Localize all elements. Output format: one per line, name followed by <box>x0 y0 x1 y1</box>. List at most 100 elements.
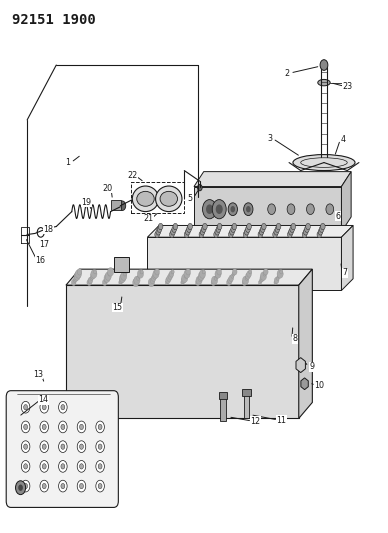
Circle shape <box>200 271 205 277</box>
Circle shape <box>262 274 265 278</box>
Circle shape <box>278 271 282 277</box>
Bar <box>219 392 227 399</box>
Circle shape <box>167 275 171 281</box>
Text: 16: 16 <box>35 256 45 264</box>
Circle shape <box>289 229 293 235</box>
Circle shape <box>244 229 249 235</box>
Circle shape <box>244 274 250 282</box>
Circle shape <box>94 270 97 274</box>
Circle shape <box>244 278 247 282</box>
Circle shape <box>24 464 28 469</box>
Circle shape <box>135 277 139 284</box>
Polygon shape <box>147 225 353 237</box>
Circle shape <box>303 229 308 235</box>
Circle shape <box>184 273 188 279</box>
Circle shape <box>213 278 216 282</box>
Circle shape <box>173 223 178 230</box>
Polygon shape <box>66 269 312 285</box>
Circle shape <box>258 280 262 285</box>
Circle shape <box>21 421 30 433</box>
Circle shape <box>119 201 126 211</box>
Circle shape <box>158 223 163 230</box>
Circle shape <box>40 421 48 433</box>
Circle shape <box>168 270 175 278</box>
Circle shape <box>98 483 102 489</box>
Circle shape <box>246 206 251 213</box>
Circle shape <box>107 268 114 276</box>
Circle shape <box>21 480 30 492</box>
Circle shape <box>206 205 213 214</box>
Circle shape <box>80 464 83 469</box>
Circle shape <box>200 229 205 235</box>
Circle shape <box>98 444 102 449</box>
Text: 23: 23 <box>343 82 353 91</box>
Circle shape <box>232 223 237 230</box>
FancyBboxPatch shape <box>6 391 118 507</box>
Circle shape <box>155 231 159 238</box>
Circle shape <box>203 223 207 230</box>
Circle shape <box>258 231 263 238</box>
Text: 2: 2 <box>284 69 290 77</box>
Polygon shape <box>301 378 308 390</box>
Circle shape <box>77 480 86 492</box>
Text: 17: 17 <box>40 240 50 248</box>
Circle shape <box>246 273 250 279</box>
Circle shape <box>169 274 172 278</box>
Ellipse shape <box>156 186 182 212</box>
Text: 10: 10 <box>314 381 324 390</box>
Circle shape <box>216 226 221 232</box>
Circle shape <box>291 223 296 230</box>
Circle shape <box>170 269 175 275</box>
Circle shape <box>71 279 76 286</box>
Circle shape <box>77 272 80 276</box>
Circle shape <box>326 204 334 215</box>
Circle shape <box>307 204 314 215</box>
Circle shape <box>165 280 168 285</box>
Circle shape <box>232 269 237 275</box>
Circle shape <box>24 483 28 489</box>
Circle shape <box>260 275 265 281</box>
Circle shape <box>42 405 46 410</box>
Circle shape <box>77 421 86 433</box>
Circle shape <box>201 226 206 232</box>
Bar <box>131 182 184 213</box>
Circle shape <box>90 272 96 280</box>
Circle shape <box>277 273 281 279</box>
Circle shape <box>96 421 104 433</box>
Circle shape <box>98 464 102 469</box>
Text: 15: 15 <box>112 303 122 312</box>
Ellipse shape <box>293 155 355 171</box>
Circle shape <box>119 280 122 285</box>
Circle shape <box>259 229 264 235</box>
Circle shape <box>157 226 162 232</box>
Circle shape <box>88 280 91 285</box>
Text: 9: 9 <box>309 362 314 371</box>
Circle shape <box>74 275 78 281</box>
Circle shape <box>212 280 215 285</box>
Text: 6: 6 <box>336 212 341 221</box>
Circle shape <box>80 483 83 489</box>
Ellipse shape <box>318 79 330 86</box>
Circle shape <box>202 270 205 274</box>
Text: 5: 5 <box>187 194 193 203</box>
Circle shape <box>227 280 230 285</box>
Circle shape <box>198 272 204 280</box>
Polygon shape <box>147 237 341 290</box>
Circle shape <box>215 274 218 278</box>
Circle shape <box>59 441 67 453</box>
Text: 19: 19 <box>81 198 91 207</box>
Circle shape <box>228 203 237 216</box>
Circle shape <box>248 269 253 275</box>
Circle shape <box>151 278 154 282</box>
Polygon shape <box>341 172 351 232</box>
Circle shape <box>89 275 94 281</box>
Circle shape <box>274 280 277 285</box>
Circle shape <box>306 223 310 230</box>
Circle shape <box>170 231 174 238</box>
Circle shape <box>320 223 325 230</box>
Circle shape <box>16 481 26 495</box>
Circle shape <box>77 441 86 453</box>
Circle shape <box>181 277 186 284</box>
Circle shape <box>98 424 102 430</box>
Circle shape <box>78 270 81 274</box>
